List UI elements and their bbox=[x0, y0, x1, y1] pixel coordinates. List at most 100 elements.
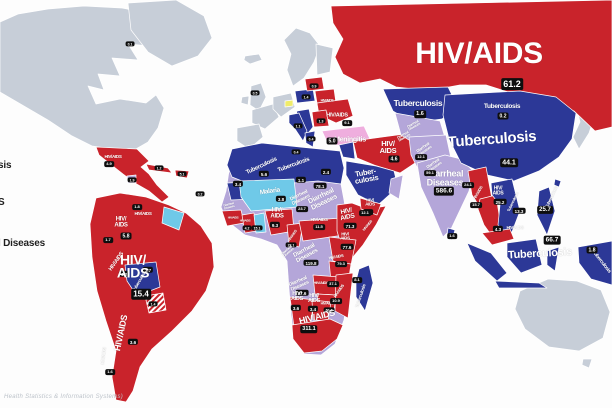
label-libya: Tuberculosis bbox=[277, 156, 311, 174]
label-india: Diarrheal Diseases bbox=[426, 168, 464, 187]
label-tanzania: HIV/AIDS bbox=[328, 252, 344, 261]
label-ukraine: HIV/AIDS bbox=[326, 112, 348, 119]
value-badge-angola: 37.6 bbox=[295, 289, 309, 297]
value-badge-mongolia: 0.2 bbox=[497, 112, 509, 120]
value-badge-colombia: 5.8 bbox=[120, 232, 132, 240]
region-java bbox=[494, 280, 548, 289]
value-badge-namibia: 3.6 bbox=[290, 304, 302, 312]
region-iberia bbox=[236, 123, 264, 150]
value-badge-china: 44.1 bbox=[500, 158, 518, 168]
label-colombia: HIV/ AIDS bbox=[114, 216, 128, 228]
value-badge-tanzania: 79.3 bbox=[335, 260, 347, 267]
region-greenland bbox=[127, 0, 213, 67]
value-badge-philippines: 25.7 bbox=[537, 205, 553, 215]
value-badge-vietnam: 13.3 bbox=[512, 207, 526, 215]
label-kenya: HIV/ AIDS bbox=[340, 231, 350, 241]
label-iran: HIV/ AIDS bbox=[379, 138, 397, 155]
value-badge-south-africa: 311.1 bbox=[300, 325, 318, 333]
value-badge-cameroon: 23.1 bbox=[285, 242, 297, 248]
value-badge-zimbabwe: 60.1 bbox=[323, 307, 335, 313]
value-badge-mali: 3.8 bbox=[275, 195, 287, 203]
label-turkey: Meningitis bbox=[334, 136, 366, 144]
attribution: Health Statistics & Information Systems) bbox=[4, 394, 124, 400]
legend-item-hiv-aids: S bbox=[0, 197, 5, 208]
label-mexico: HIV/AIDS bbox=[104, 153, 122, 159]
region-guyanas bbox=[161, 206, 185, 231]
label-saudi-arabia: Tuber- culosis bbox=[354, 166, 380, 186]
region-united-kingdom bbox=[249, 82, 267, 112]
value-badge-argentina: 3.6 bbox=[127, 338, 139, 346]
value-badge-myanmar: 15.7 bbox=[470, 201, 482, 208]
value-badge-ivory-coast: 4.2 bbox=[242, 225, 252, 231]
value-badge-indonesia: 66.7 bbox=[543, 235, 561, 245]
label-russia: HIV/AIDS bbox=[415, 36, 543, 70]
region-cameroon bbox=[286, 222, 304, 248]
label-south-africa: HIV/AIDS bbox=[297, 307, 336, 327]
label-yemen: HIV/ AIDS bbox=[365, 197, 375, 207]
value-badge-madagascar: 8.1 bbox=[352, 276, 362, 283]
region-taiwan bbox=[553, 178, 562, 188]
label-central-africa: HIV/AIDS bbox=[310, 216, 328, 222]
label-venezuela: HIV/AIDS bbox=[134, 210, 152, 216]
value-badge-guatemala: 1.9 bbox=[127, 177, 137, 183]
label-turkmenistan: Diarrheal Diseases bbox=[396, 130, 412, 143]
value-badge-italy: 1.1 bbox=[293, 123, 303, 129]
label-cameroon: HIV/AIDS bbox=[287, 229, 298, 243]
label-argentina: HIV/AIDS bbox=[112, 313, 130, 352]
label-namibia: HIV/ AIDS bbox=[291, 290, 303, 302]
value-badge-haiti: 5.1 bbox=[177, 171, 187, 177]
value-badge-greece: 0.4 bbox=[306, 136, 316, 142]
label-sudan: Diarrheal Diseases bbox=[307, 187, 339, 212]
value-badge-algeria: 5.6 bbox=[258, 170, 270, 178]
label-nigeria: HIV/ AIDS bbox=[270, 207, 284, 219]
value-badge-ecuador: 1.7 bbox=[103, 236, 113, 243]
value-badge-malaysia: 4.3 bbox=[492, 225, 504, 233]
region-australia bbox=[514, 278, 611, 352]
region-central-europe bbox=[272, 92, 296, 118]
label-somalia: HIV/AIDS bbox=[361, 219, 374, 232]
label-chile: HIV/AIDS bbox=[99, 347, 107, 365]
value-badge-cape-verde: 0.2 bbox=[195, 191, 205, 197]
value-badge-cuba: 1.2 bbox=[154, 165, 164, 171]
region-saudi-arabia bbox=[345, 160, 399, 206]
region-sulawesi bbox=[546, 246, 560, 272]
value-badge-peru: 4.2 bbox=[118, 270, 130, 278]
value-badge-mexico: 4.9 bbox=[104, 160, 114, 167]
value-badge-mozambique: 10.9 bbox=[330, 297, 342, 304]
value-badge-chile: 1.6 bbox=[105, 368, 115, 375]
value-badge-turkey: 5.0 bbox=[326, 137, 338, 145]
value-badge-bolivia: 3.7 bbox=[142, 266, 154, 274]
value-badge-poland: 1.4 bbox=[301, 94, 311, 100]
value-badge-paraguay: 1.4 bbox=[148, 301, 158, 307]
region-central-europe-other bbox=[284, 99, 294, 108]
region-finland bbox=[315, 43, 334, 76]
value-badge-brazil: 15.4 bbox=[131, 288, 151, 300]
value-badge-iran: 4.6 bbox=[388, 155, 400, 163]
label-chad: Diarrheal Diseases bbox=[288, 188, 311, 207]
label-china: Tuberculosis bbox=[447, 127, 537, 151]
label-guinea: HIV/AIDS bbox=[227, 215, 239, 220]
value-badge-tunisia: 0.4 bbox=[291, 149, 301, 155]
value-badge-chad: 23.7 bbox=[296, 205, 308, 212]
region-china-mongolia bbox=[442, 90, 577, 182]
label-ivory-coast: HIV/AIDS bbox=[239, 218, 251, 223]
label-mongolia: Tuberculosis bbox=[483, 102, 521, 110]
legend-item-diarrheal-diseases: l Diseases bbox=[0, 238, 45, 249]
region-mali-niger bbox=[238, 178, 298, 212]
value-badge-ghana: 15.1 bbox=[251, 225, 263, 231]
value-badge-egypt: 2.4 bbox=[320, 168, 332, 176]
label-botswana: HIV/ AIDS bbox=[308, 292, 320, 304]
label-zimbabwe: HIV/AIDS bbox=[320, 301, 334, 306]
label-madagascar: Tuberculosis bbox=[354, 283, 367, 309]
legend-item-tuberculosis: sis bbox=[0, 160, 12, 171]
value-badge-botswana: 3.4 bbox=[307, 305, 319, 313]
label-kazakhstan: Tuberculosis bbox=[393, 97, 443, 108]
value-badge-venezuela: 1.8 bbox=[132, 203, 142, 210]
value-badge-pakistan: 59.1 bbox=[424, 169, 436, 176]
label-ethiopia: HIV/ AIDS bbox=[339, 206, 356, 223]
value-badge-russia: 61.2 bbox=[501, 78, 523, 90]
region-north-africa bbox=[226, 142, 345, 187]
region-france bbox=[251, 103, 280, 130]
